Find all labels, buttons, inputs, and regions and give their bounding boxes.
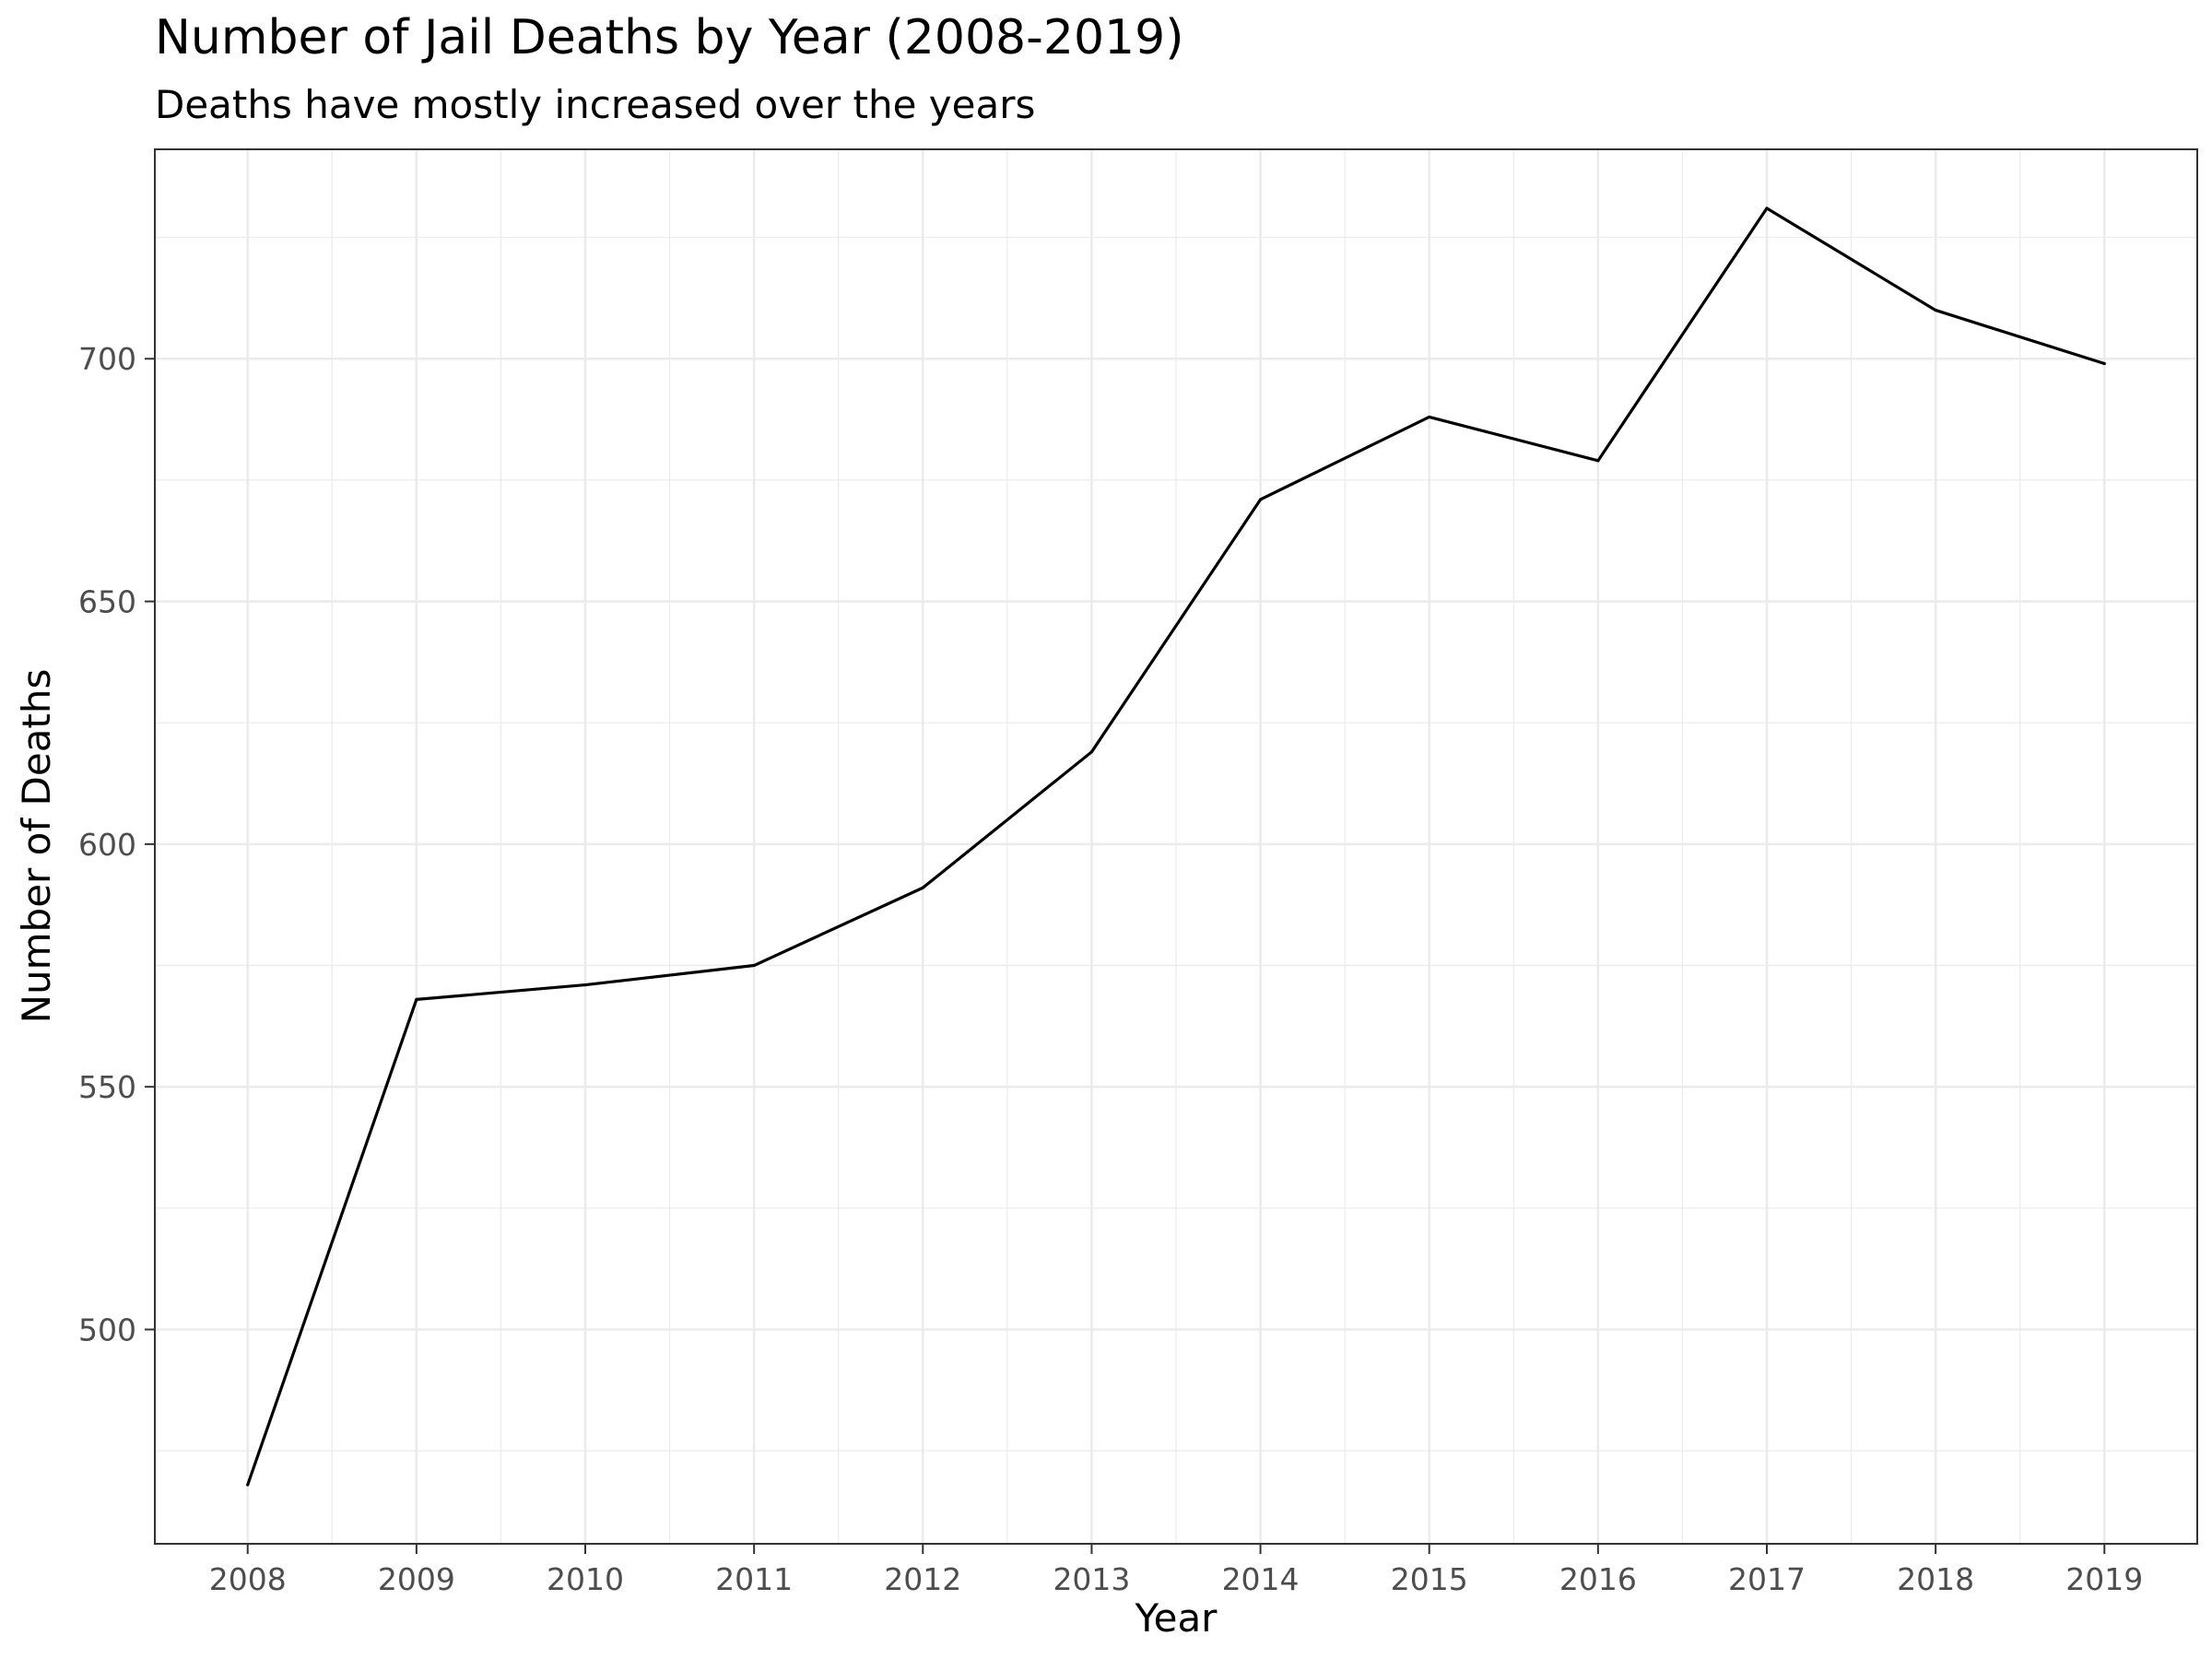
y-tick-label: 650 — [78, 584, 136, 620]
x-tick-label: 2008 — [209, 1561, 287, 1597]
x-tick-label: 2012 — [884, 1561, 961, 1597]
data-point — [752, 963, 756, 968]
chart-title: Number of Jail Deaths by Year (2008-2019… — [155, 10, 1184, 65]
data-point — [921, 886, 924, 889]
x-tick-label: 2019 — [2065, 1561, 2143, 1597]
data-point — [1258, 498, 1263, 501]
data-point — [1765, 206, 1769, 210]
x-tick-label: 2009 — [378, 1561, 455, 1597]
series-line — [246, 206, 2105, 1486]
y-tick-label: 550 — [78, 1069, 136, 1105]
x-tick-label: 2015 — [1391, 1561, 1468, 1597]
data-point — [1089, 750, 1094, 754]
major-gridlines — [155, 149, 2197, 1544]
data-point — [2102, 361, 2106, 366]
y-tick-label: 700 — [78, 341, 136, 377]
x-tick-label: 2018 — [1897, 1561, 1974, 1597]
y-axis: 500 550 600 650 700 — [78, 341, 155, 1347]
data-point — [246, 1483, 250, 1487]
data-point — [415, 997, 418, 1001]
chart-subtitle: Deaths have mostly increased over the ye… — [155, 82, 1035, 127]
x-tick-label: 2017 — [1728, 1561, 1806, 1597]
x-tick-label: 2014 — [1222, 1561, 1300, 1597]
y-tick-label: 500 — [78, 1312, 136, 1347]
data-point — [583, 982, 587, 987]
data-point — [1428, 415, 1431, 419]
x-tick-label: 2011 — [715, 1561, 793, 1597]
plot-panel-border — [154, 148, 2198, 1545]
x-axis: 2008 2009 2010 2011 2012 2013 2014 2015 2016 2017… — [209, 1544, 2143, 1597]
minor-gridlines — [155, 149, 2197, 1544]
data-point — [1596, 459, 1600, 463]
data-point — [1934, 308, 1937, 312]
x-axis-label: Year — [1135, 1595, 1218, 1641]
data-series — [246, 206, 2106, 1487]
x-tick-label: 2016 — [1559, 1561, 1637, 1597]
x-tick-label: 2010 — [547, 1561, 624, 1597]
y-axis-label: Number of Deaths — [14, 669, 59, 1024]
x-tick-label: 2013 — [1053, 1561, 1130, 1597]
y-tick-label: 600 — [78, 827, 136, 863]
